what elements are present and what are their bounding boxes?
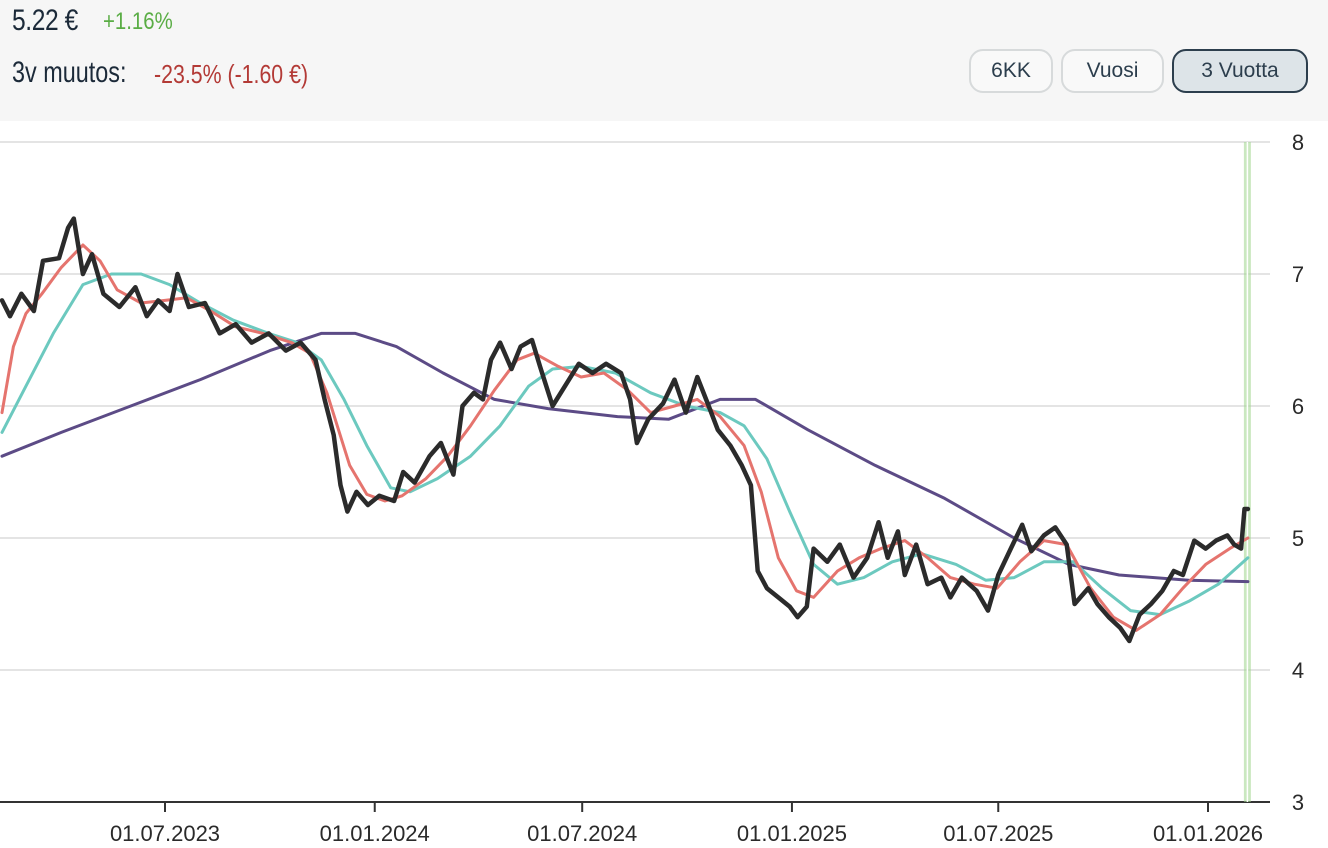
y-tick-label: 5 <box>1292 526 1304 551</box>
x-tick-label: 01.07.2024 <box>527 821 637 846</box>
range-6kk-button[interactable]: 6KK <box>969 49 1053 93</box>
series-lines <box>0 142 1251 802</box>
y-tick-label: 3 <box>1292 790 1304 815</box>
current-price: 5.22 € <box>12 4 78 37</box>
x-tick-label: 01.07.2023 <box>110 821 220 846</box>
change-label: 3v muutos: <box>12 56 127 89</box>
y-tick-label: 7 <box>1292 262 1304 287</box>
y-tick-label: 8 <box>1292 130 1304 155</box>
x-tick-label: 01.01.2025 <box>737 821 847 846</box>
range-3-years-button[interactable]: 3 Vuotta <box>1172 49 1308 93</box>
x-tick-label: 01.01.2026 <box>1153 821 1263 846</box>
range-year-button[interactable]: Vuosi <box>1061 49 1164 93</box>
grid-lines <box>0 141 1270 671</box>
ma-medium-line <box>0 272 1250 617</box>
y-tick-label: 4 <box>1292 658 1304 683</box>
x-tick-label: 01.07.2025 <box>943 821 1053 846</box>
change-value: -23.5% (-1.60 €) <box>154 59 309 89</box>
price-line <box>0 216 1251 644</box>
ma-short-line <box>0 243 1250 632</box>
summary-header: 5.22 € +1.16% 3v muutos: -23.5% (-1.60 €… <box>0 0 1328 121</box>
x-axis <box>0 801 1270 812</box>
y-tick-label: 6 <box>1292 394 1304 419</box>
axis-labels: 3 4 5 6 7 8 01.07.2023 01.01.2024 01.07.2024 01.0… <box>110 130 1304 846</box>
day-change: +1.16% <box>103 8 173 35</box>
x-tick-label: 01.01.2024 <box>320 821 430 846</box>
